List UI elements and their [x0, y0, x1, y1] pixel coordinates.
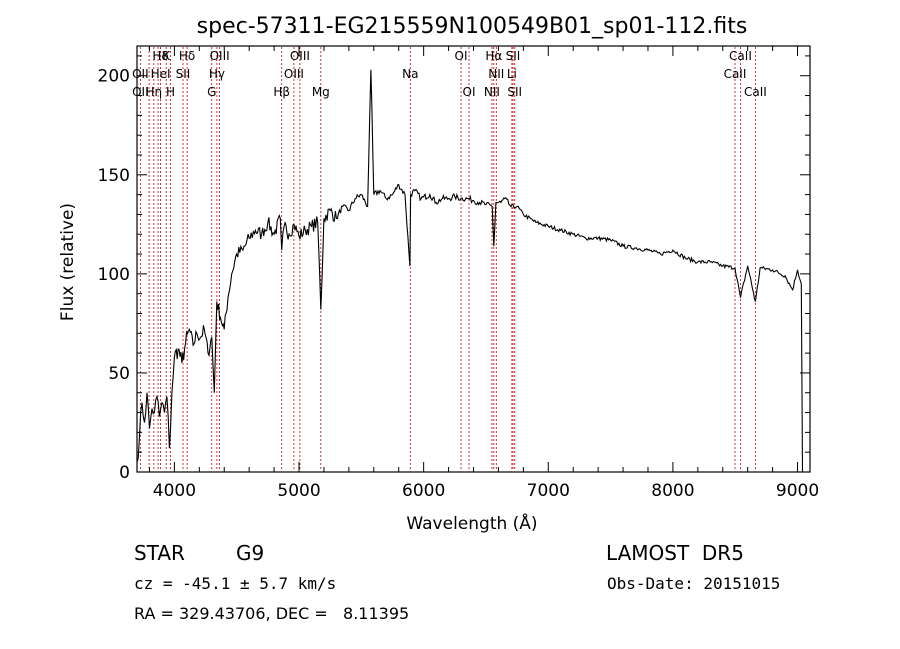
- x-tick-label: 5000: [277, 481, 320, 501]
- line-marker-label: Hδ: [152, 49, 168, 63]
- line-marker-label: HeI: [151, 67, 171, 81]
- x-axis-label: Wavelength (Å): [406, 512, 537, 534]
- line-marker-label: OIII: [284, 67, 304, 81]
- line-marker-label: Hγ: [209, 67, 225, 81]
- spectrum-series: [136, 69, 804, 473]
- line-marker-label: NII: [484, 85, 500, 99]
- y-tick-label: 0: [119, 463, 130, 483]
- y-tick-label: 50: [108, 364, 130, 384]
- line-marker-label: NII: [488, 67, 504, 81]
- line-marker-label: OIII: [210, 49, 230, 63]
- y-tick-label: 200: [98, 67, 130, 87]
- line-marker-label: Na: [402, 67, 418, 81]
- y-tick-label: 100: [98, 265, 130, 285]
- plot-frame: [136, 45, 811, 473]
- x-tick-label: 4000: [153, 481, 196, 501]
- x-tick-label: 6000: [402, 481, 445, 501]
- line-marker-label: OI: [463, 85, 476, 99]
- obs-date: Obs-Date: 20151015: [607, 574, 781, 593]
- line-marker-label: K: [162, 49, 171, 63]
- x-tick-label: 8000: [651, 481, 694, 501]
- line-marker-label: Hβ: [273, 85, 290, 99]
- y-axis-label: Flux (relative): [58, 203, 78, 321]
- x-tick-label: 7000: [527, 481, 570, 501]
- line-marker-label: SII: [507, 85, 522, 99]
- line-marker-label: SII: [176, 67, 191, 81]
- line-marker-label: OII: [132, 85, 149, 99]
- line-marker-label: OIII: [290, 49, 310, 63]
- line-marker-label: Hη: [146, 85, 163, 99]
- redshift-cz: cz = -45.1 ± 5.7 km/s: [134, 574, 337, 593]
- line-marker-label: CaII: [744, 85, 767, 99]
- line-marker-label: Hα: [485, 49, 502, 63]
- line-marker-label: Hδ: [179, 49, 195, 63]
- line-marker-label: SII: [506, 49, 521, 63]
- line-marker-label: OII: [132, 67, 149, 81]
- spectrum-line: [136, 69, 804, 473]
- line-marker-label: OI: [455, 49, 468, 63]
- line-marker-label: G: [207, 85, 216, 99]
- ra-dec: RA = 329.43706, DEC = 8.11395: [134, 604, 410, 623]
- x-tick-label: 9000: [776, 481, 819, 501]
- line-marker-label: Li: [507, 67, 517, 81]
- chart-title: spec-57311-EG215559N100549B01_sp01-112.f…: [197, 14, 748, 39]
- y-tick-label: 150: [98, 166, 130, 186]
- line-marker-label: CaII: [724, 67, 747, 81]
- line-marker-label: H: [166, 85, 175, 99]
- axis-ticks: 4000 5000 6000 7000 8000 9000 0 50 100 150 200: [98, 46, 819, 501]
- line-marker-label: Mg: [312, 85, 330, 99]
- object-class: STAR: [134, 541, 185, 565]
- line-marker-label: CaII: [729, 49, 752, 63]
- object-subclass: G9: [236, 541, 265, 565]
- survey-name: LAMOST DR5: [606, 541, 744, 565]
